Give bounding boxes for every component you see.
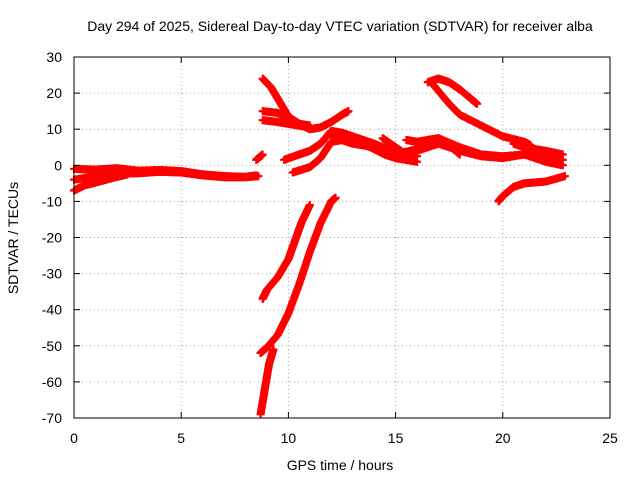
data-point (305, 201, 314, 210)
series-arc-4 (256, 345, 278, 419)
data-point (455, 150, 464, 159)
series-arc-16 (423, 74, 482, 108)
x-tick-label: 15 (388, 430, 404, 446)
data-point (269, 345, 278, 354)
x-axis-label: GPS time / hours (287, 457, 394, 473)
data-point (254, 172, 263, 181)
series-arc-10 (258, 116, 314, 132)
y-tick-labels: 30 20 10 0 -10 -20 -30 -40 -50 -60 -70 (42, 49, 62, 426)
x-tick-label: 10 (281, 430, 297, 446)
y-axis-label: SDTVAR / TECUs (5, 182, 21, 294)
series-arc-6 (258, 201, 314, 303)
x-tick-label: 25 (602, 430, 618, 446)
y-tick-label: -70 (42, 410, 62, 426)
x-tick-label: 5 (177, 430, 185, 446)
y-tick-label: -30 (42, 266, 62, 282)
y-tick-label: 0 (54, 157, 62, 173)
data-point (258, 150, 267, 159)
data-point (331, 193, 340, 202)
series-arc-14 (378, 134, 422, 161)
y-tick-label: -60 (42, 374, 62, 390)
y-tick-label: -40 (42, 302, 62, 318)
ticks (73, 56, 611, 419)
data-point (344, 107, 353, 116)
data-point (560, 172, 569, 181)
series-arc-18 (509, 139, 567, 159)
y-tick-label: 20 (46, 85, 62, 101)
y-tick-label: -50 (42, 338, 62, 354)
y-tick-label: 10 (46, 121, 62, 137)
series-arc-15 (402, 134, 464, 159)
data-marks (70, 74, 569, 419)
data-point (305, 123, 314, 132)
x-tick-label: 20 (495, 430, 511, 446)
data-point (558, 150, 567, 159)
data-point (558, 161, 567, 170)
y-tick-label: -10 (42, 193, 62, 209)
x-tick-labels: 0 5 10 15 20 25 (70, 430, 618, 446)
data-point (123, 170, 132, 179)
x-tick-label: 0 (70, 430, 78, 446)
y-tick-label: 30 (46, 49, 62, 65)
data-point (473, 99, 482, 108)
series-arc-19 (494, 172, 569, 206)
series-arc-5 (256, 193, 340, 358)
chart-title: Day 294 of 2025, Sidereal Day-to-day VTE… (87, 18, 593, 34)
data-point (413, 152, 422, 161)
y-tick-label: -20 (42, 230, 62, 246)
series-arc-13 (327, 132, 422, 166)
series-arc-7 (252, 150, 267, 164)
